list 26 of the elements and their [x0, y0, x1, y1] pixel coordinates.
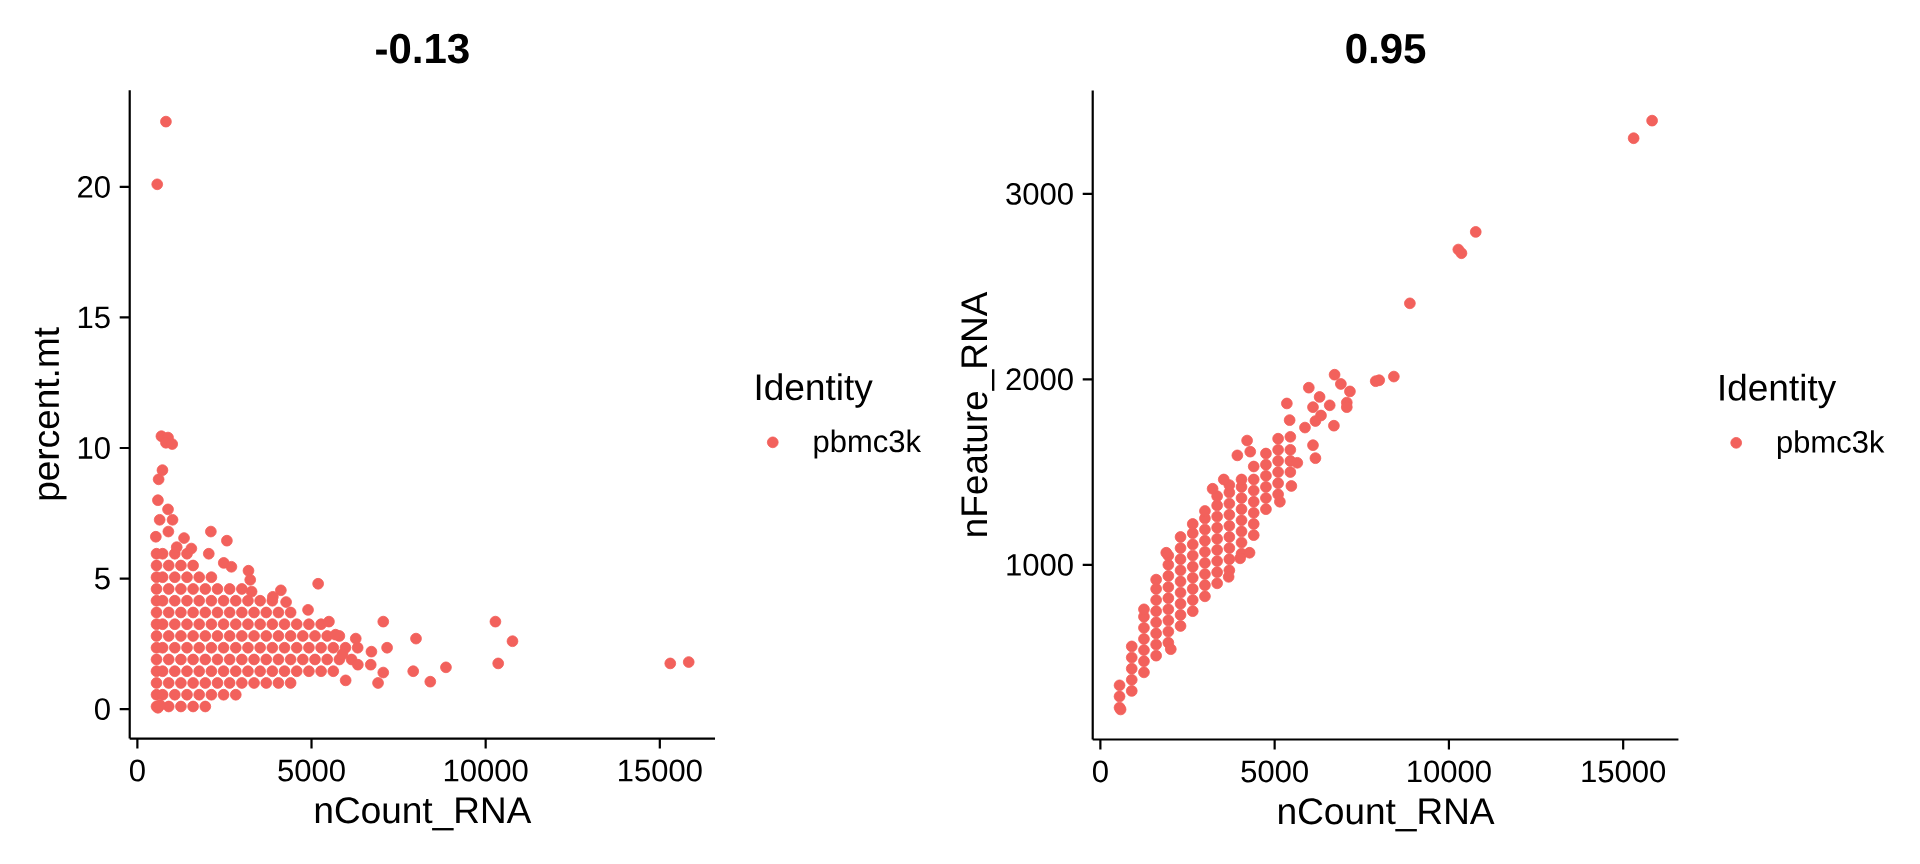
y-tick-label: 2000 [1006, 368, 1073, 391]
x-tick-label: 0 [129, 759, 145, 782]
y-tick-label: 0 [94, 698, 110, 721]
x-axis-title: nCount_RNA [315, 797, 532, 831]
x-tick-label: 5000 [1241, 760, 1308, 783]
legend-label: pbmc3k [1777, 430, 1885, 460]
x-tick-label: 10000 [1408, 760, 1491, 783]
x-tick-label: 15000 [1582, 760, 1666, 783]
chart-title: 0.95 [1346, 33, 1426, 64]
y-axis-title: nFeature_RNA [961, 291, 995, 536]
x-tick-label: 15000 [619, 759, 702, 782]
x-tick-label: 10000 [444, 759, 528, 782]
y-tick-label: 15 [78, 306, 110, 329]
y-tick-label: 5 [95, 567, 110, 590]
x-tick-label: 0 [1092, 760, 1108, 783]
y-axis-title: percent.mt [34, 327, 67, 500]
legend-title: Identity [756, 373, 873, 408]
x-axis-title: nCount_RNA [1279, 798, 1495, 832]
y-tick-label: 10 [78, 437, 110, 459]
y-tick-label: 20 [78, 175, 110, 198]
y-tick-label: 3000 [1006, 182, 1073, 205]
legend-title: Identity [1720, 373, 1837, 409]
x-tick-label: 5000 [278, 759, 345, 782]
chart-title: -0.13 [376, 33, 469, 64]
legend-label: pbmc3k [814, 429, 922, 459]
y-tick-label: 1000 [1007, 553, 1073, 576]
